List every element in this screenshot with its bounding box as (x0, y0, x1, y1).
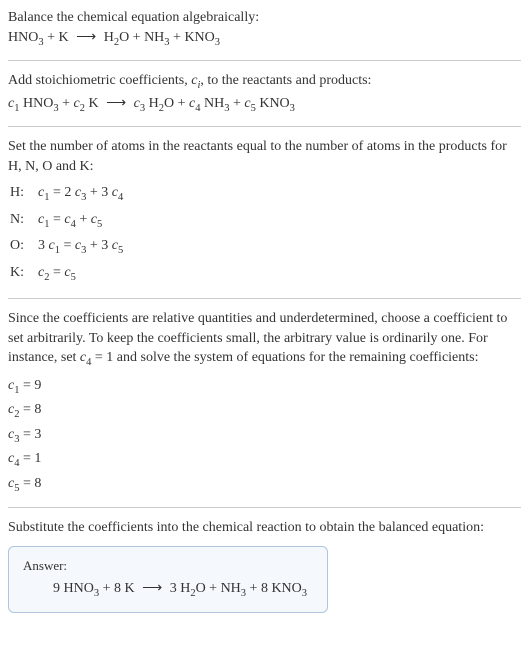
divider (8, 298, 521, 299)
atom-label: H: (10, 182, 36, 206)
table-row: K: c2 = c5 (10, 262, 131, 286)
step3-section: Since the coefficients are relative quan… (8, 309, 521, 497)
coefficient-value: c3 = 3 (8, 424, 521, 448)
step2-text: Set the number of atoms in the reactants… (8, 137, 521, 176)
intro-text: Balance the chemical equation algebraica… (8, 8, 521, 28)
step1-equation: c1 HNO3 + c2 K ⟶ c3 H2O + c4 NH3 + c5 KN… (8, 94, 521, 116)
atom-equation: c1 = c4 + c5 (38, 209, 131, 233)
coefficient-value: c5 = 8 (8, 473, 521, 497)
divider (8, 126, 521, 127)
coefficient-value: c4 = 1 (8, 448, 521, 472)
atom-equation: c2 = c5 (38, 262, 131, 286)
answer-equation: 9 HNO3 + 8 K ⟶ 3 H2O + NH3 + 8 KNO3 (23, 579, 313, 601)
atom-label: K: (10, 262, 36, 286)
table-row: O: 3 c1 = c3 + 3 c5 (10, 235, 131, 259)
step2-section: Set the number of atoms in the reactants… (8, 137, 521, 288)
coefficients-list: c1 = 9 c2 = 8 c3 = 3 c4 = 1 c5 = 8 (8, 375, 521, 497)
atom-equations-table: H: c1 = 2 c3 + 3 c4 N: c1 = c4 + c5 O: 3… (8, 180, 133, 288)
divider (8, 507, 521, 508)
answer-box: Answer: 9 HNO3 + 8 K ⟶ 3 H2O + NH3 + 8 K… (8, 546, 328, 613)
coefficient-value: c2 = 8 (8, 399, 521, 423)
atom-label: N: (10, 209, 36, 233)
intro-section: Balance the chemical equation algebraica… (8, 8, 521, 50)
atom-label: O: (10, 235, 36, 259)
answer-label: Answer: (23, 557, 313, 575)
atom-equation: 3 c1 = c3 + 3 c5 (38, 235, 131, 259)
table-row: H: c1 = 2 c3 + 3 c4 (10, 182, 131, 206)
atom-equation: c1 = 2 c3 + 3 c4 (38, 182, 131, 206)
step1-section: Add stoichiometric coefficients, ci, to … (8, 71, 521, 116)
intro-equation: HNO3 + K ⟶ H2O + NH3 + KNO3 (8, 28, 521, 50)
divider (8, 60, 521, 61)
step1-text: Add stoichiometric coefficients, ci, to … (8, 71, 521, 93)
table-row: N: c1 = c4 + c5 (10, 209, 131, 233)
coefficient-value: c1 = 9 (8, 375, 521, 399)
step3-text: Since the coefficients are relative quan… (8, 309, 521, 371)
step4-section: Substitute the coefficients into the che… (8, 518, 521, 612)
step4-text: Substitute the coefficients into the che… (8, 518, 521, 538)
